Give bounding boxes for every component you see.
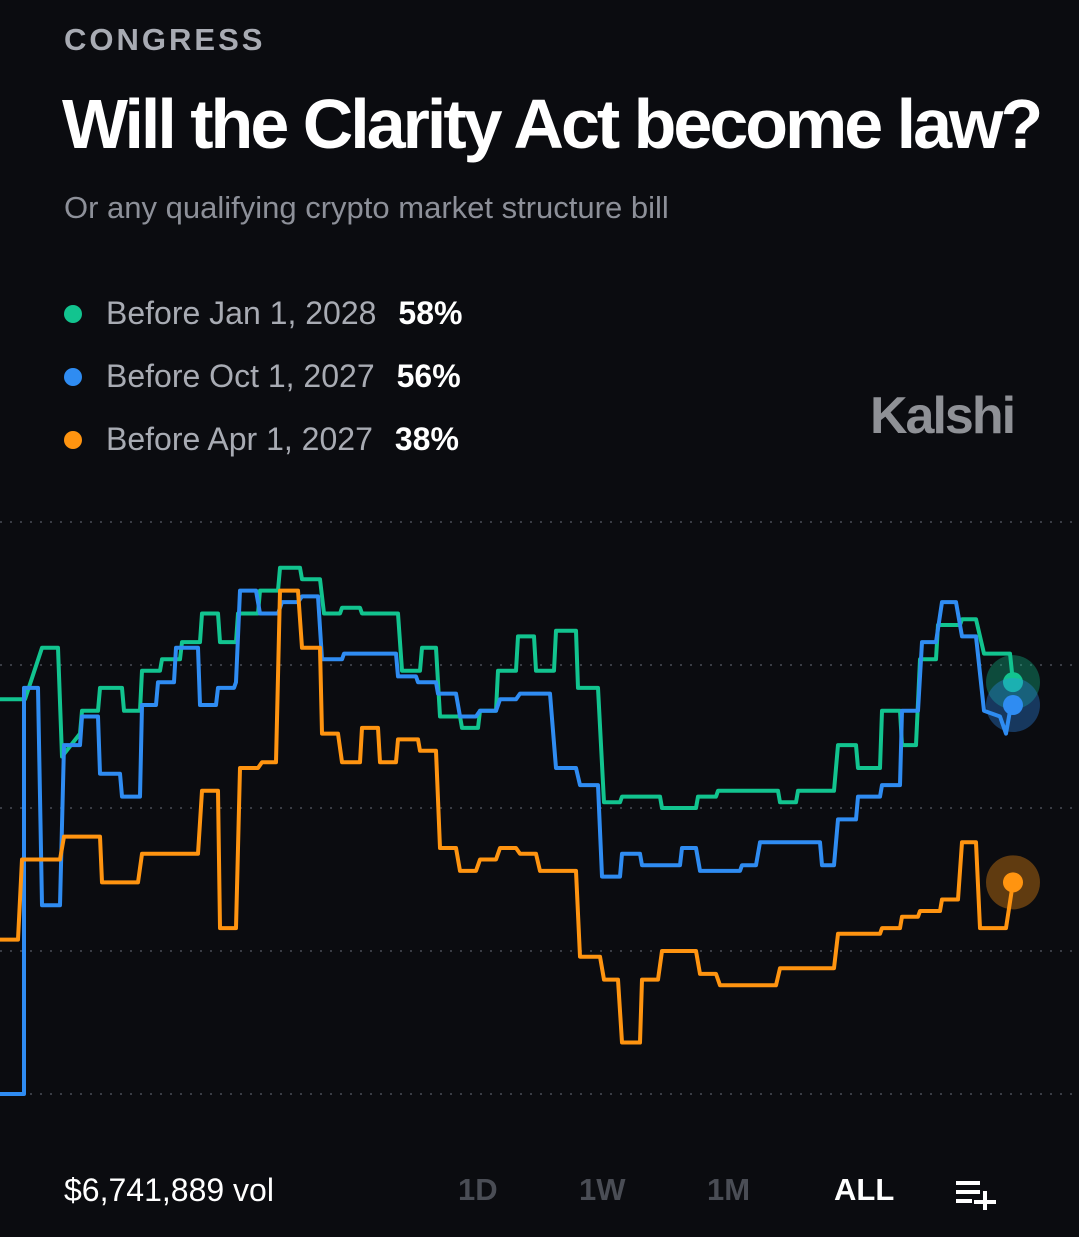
legend-dot-icon xyxy=(64,304,82,323)
legend-dot-icon xyxy=(64,430,82,449)
legend-value: 58% xyxy=(398,295,463,331)
end-marker-dot-2 xyxy=(1003,872,1023,893)
chart-end-markers xyxy=(986,655,1040,910)
legend: Before Jan 1, 2028 58% Before Oct 1, 202… xyxy=(64,282,462,471)
legend-item-apr-2027[interactable]: Before Apr 1, 2027 38% xyxy=(64,408,462,471)
legend-item-oct-2027[interactable]: Before Oct 1, 2027 56% xyxy=(64,345,462,408)
legend-dot-icon xyxy=(64,367,82,386)
legend-label: Before Jan 1, 2028 xyxy=(106,295,377,331)
page-subtitle: Or any qualifying crypto market structur… xyxy=(64,190,669,225)
volume-label: $6,741,889 vol xyxy=(64,1172,274,1208)
chart-series xyxy=(0,565,1015,1096)
legend-item-jan-2028[interactable]: Before Jan 1, 2028 58% xyxy=(64,282,462,345)
price-history-chart[interactable] xyxy=(0,500,1079,1130)
page-title: Will the Clarity Act become law? xyxy=(62,85,1043,163)
range-1d-button[interactable]: 1D xyxy=(458,1172,498,1207)
legend-label: Before Oct 1, 2027 xyxy=(106,358,375,394)
chart-gridlines xyxy=(0,521,1079,1095)
kalshi-logo: Kalshi xyxy=(870,387,1016,445)
legend-value: 56% xyxy=(396,358,461,394)
legend-label: Before Apr 1, 2027 xyxy=(106,421,373,457)
list-add-icon[interactable] xyxy=(954,1178,998,1210)
legend-value: 38% xyxy=(394,421,459,457)
series-line-2 xyxy=(0,588,1015,1045)
range-1m-button[interactable]: 1M xyxy=(707,1172,751,1207)
category-label: CONGRESS xyxy=(64,22,266,57)
series-line-0 xyxy=(0,565,1015,810)
end-marker-dot-1 xyxy=(1003,695,1023,716)
range-all-button[interactable]: ALL xyxy=(834,1172,895,1207)
range-1w-button[interactable]: 1W xyxy=(579,1172,626,1207)
series-line-1 xyxy=(0,588,1015,1096)
end-marker-dot-0 xyxy=(1003,672,1023,693)
